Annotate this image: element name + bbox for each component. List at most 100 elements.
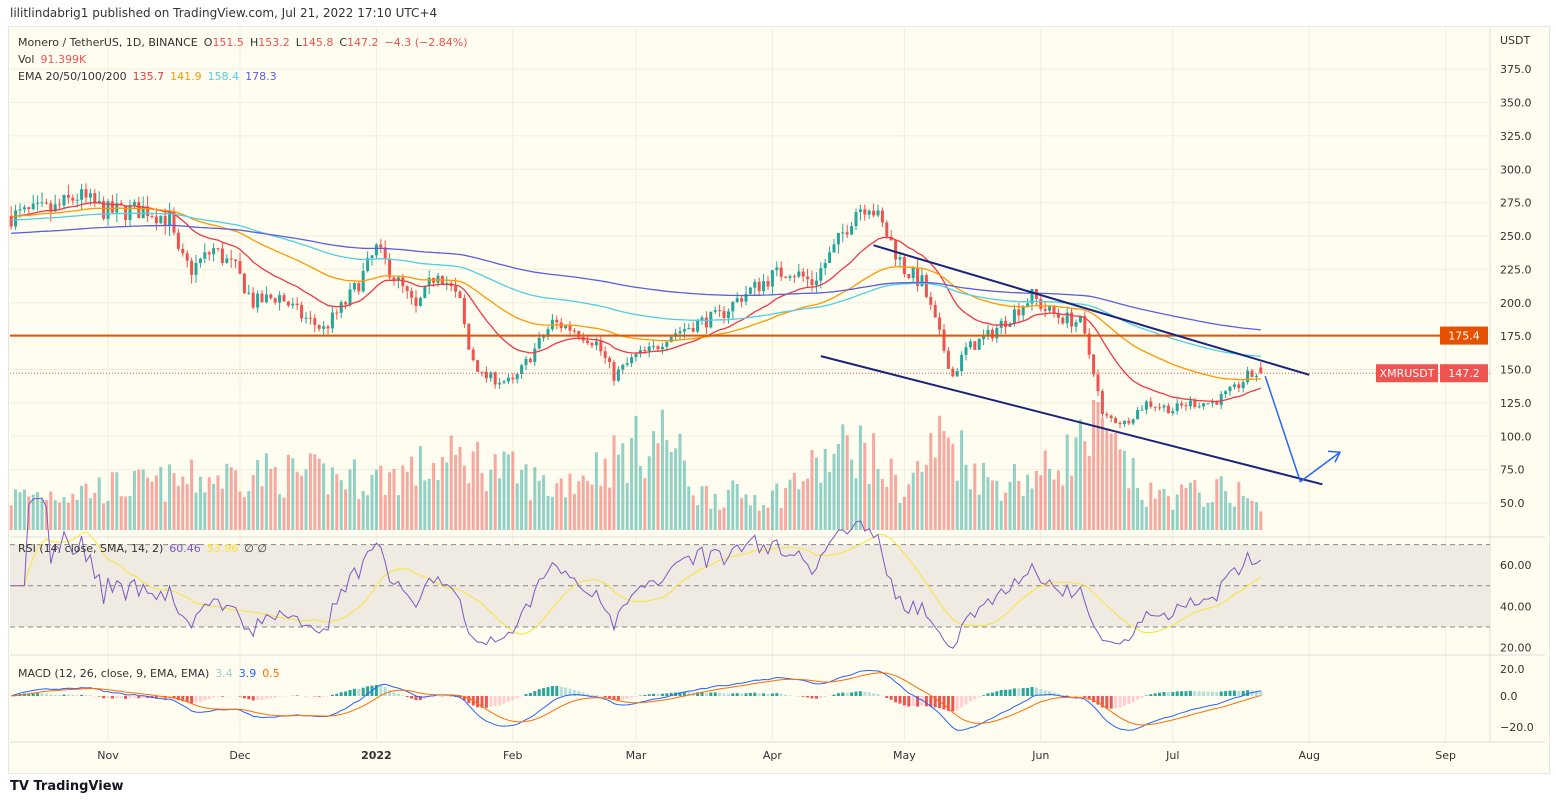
volume-bar xyxy=(414,485,418,530)
macd-histogram-bar xyxy=(256,696,260,700)
candle-body xyxy=(1219,394,1223,405)
volume-bar xyxy=(489,469,493,530)
candle-body xyxy=(27,207,31,210)
macd-histogram-bar xyxy=(564,687,568,696)
macd-histogram-bar xyxy=(647,694,651,696)
macd-histogram-bar xyxy=(832,694,836,696)
volume-bar xyxy=(31,494,35,530)
macd-histogram-bar xyxy=(1180,691,1184,696)
candle-body xyxy=(638,350,642,354)
rsi-sma-value: 53.96 xyxy=(206,542,239,555)
change-value: −4.3 (−2.84%) xyxy=(384,36,468,49)
macd-histogram-bar xyxy=(1210,691,1214,696)
volume-bar xyxy=(964,464,968,530)
macd-histogram-bar xyxy=(968,696,972,702)
h-label: H xyxy=(249,36,259,49)
projection-arrow xyxy=(1264,375,1341,483)
volume-bar xyxy=(1237,481,1241,530)
symbol-tag xyxy=(1376,364,1438,383)
volume-bar xyxy=(322,463,326,530)
macd-histogram-bar xyxy=(1008,689,1012,696)
macd-histogram-bar xyxy=(1254,690,1258,696)
candle-body xyxy=(647,346,651,352)
volume-bar xyxy=(533,467,537,530)
macd-histogram-bar xyxy=(190,696,194,704)
volume-bar xyxy=(1171,509,1175,530)
volume-bar xyxy=(977,494,981,530)
macd-histogram-bar xyxy=(753,692,757,696)
ema100-value: 158.4 xyxy=(207,70,240,83)
candle-body xyxy=(907,273,911,279)
macd-histogram-bar xyxy=(858,691,862,696)
volume-bar xyxy=(260,486,264,530)
candle-body xyxy=(577,331,581,338)
volume-bar xyxy=(172,473,176,530)
candle-body xyxy=(106,201,110,219)
volume-bar xyxy=(854,478,858,530)
volume-bar xyxy=(159,466,163,530)
macd-histogram-bar xyxy=(946,696,950,711)
macd-histogram-bar xyxy=(36,693,40,696)
macd-histogram-bar xyxy=(106,696,110,698)
time-tick: Mar xyxy=(626,749,647,762)
macd-histogram-bar xyxy=(124,696,128,699)
macd-histogram-bar xyxy=(810,696,814,699)
volume-bar xyxy=(841,424,845,530)
time-tick: Aug xyxy=(1298,749,1319,762)
candle-body xyxy=(242,273,246,294)
candle-body xyxy=(533,348,537,363)
macd-histogram-bar xyxy=(1026,687,1030,696)
macd-histogram-bar xyxy=(581,692,585,696)
volume-bar xyxy=(84,483,88,530)
price-tick: 200.0 xyxy=(1500,297,1532,310)
macd-histogram-bar xyxy=(1175,691,1179,696)
macd-signal-value: 0.5 xyxy=(262,667,280,680)
candle-body xyxy=(669,336,673,342)
volume-bar xyxy=(1184,487,1188,530)
volume-bar xyxy=(700,486,704,530)
candle-body xyxy=(506,377,510,382)
volume-bar xyxy=(190,459,194,530)
candle-body xyxy=(1100,391,1104,415)
candle-body xyxy=(612,362,616,381)
macd-histogram-bar xyxy=(1083,696,1087,698)
candle-body xyxy=(555,319,559,323)
candle-body xyxy=(58,204,62,206)
macd-histogram-bar xyxy=(735,693,739,696)
candle-body xyxy=(1188,400,1192,407)
candle-body xyxy=(748,287,752,294)
price-tick: 125.0 xyxy=(1500,397,1532,410)
macd-histogram-bar xyxy=(713,692,717,696)
candle-body xyxy=(696,320,700,332)
macd-histogram-bar xyxy=(757,693,761,696)
volume-bar xyxy=(361,490,365,530)
macd-histogram-bar xyxy=(66,694,70,696)
candle-body xyxy=(88,193,92,198)
volume-bar xyxy=(348,469,352,530)
volume-bar xyxy=(546,495,550,530)
macd-histogram-bar xyxy=(317,696,321,697)
macd-histogram-bar xyxy=(955,696,959,711)
macd-histogram-bar xyxy=(1021,688,1025,696)
volume-bar xyxy=(581,475,585,530)
volume-bar xyxy=(1114,433,1118,530)
time-tick: Feb xyxy=(503,749,522,762)
volume-bar xyxy=(1144,506,1148,530)
candle-body xyxy=(229,258,233,260)
candle-body xyxy=(1246,370,1250,383)
volume-bar xyxy=(528,500,532,530)
tradingview-logo[interactable]: 𝗧𝗩 TradingView xyxy=(10,779,124,794)
candle-body xyxy=(1166,405,1170,414)
macd-histogram-bar xyxy=(141,696,145,698)
volume-bar xyxy=(792,472,796,530)
volume-bar xyxy=(731,480,735,530)
price-tick: 250.0 xyxy=(1500,230,1532,243)
volume-bar xyxy=(1004,492,1008,530)
candle-body xyxy=(779,267,783,277)
macd-histogram-bar xyxy=(718,692,722,696)
macd-histogram-bar xyxy=(546,687,550,696)
candle-body xyxy=(634,353,638,358)
macd-histogram-bar xyxy=(366,686,370,696)
volume-bar xyxy=(295,471,299,530)
